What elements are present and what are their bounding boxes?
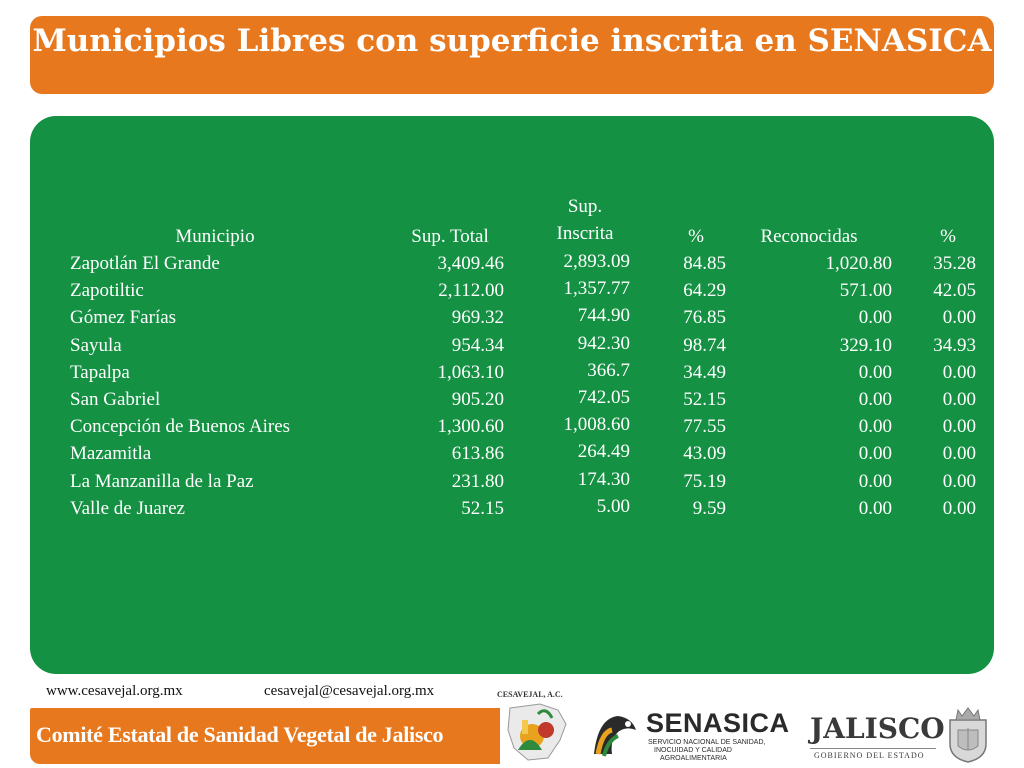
jalisco-logo: JALISCO GOBIERNO DEL ESTADO <box>806 712 945 762</box>
header-sup-total: Sup. Total <box>411 226 489 247</box>
cell-percent-1: 64.29 <box>683 280 726 302</box>
cell-sup-inscrita: 174.30 <box>577 468 630 490</box>
cell-percent-1: 84.85 <box>683 253 726 274</box>
cell-reconocidas: 0.00 <box>858 497 892 519</box>
cell-percent-1: 77.55 <box>683 416 726 438</box>
cell-percent-1: 75.19 <box>683 470 726 492</box>
cell-sup-inscrita: 264.49 <box>577 441 630 463</box>
cell-percent-1: 98.74 <box>683 334 726 356</box>
senasica-sub-line2: INOCUIDAD Y CALIDAD <box>654 747 732 754</box>
cell-sup-inscrita: 942.30 <box>577 332 630 354</box>
cell-sup-inscrita: 1,357.77 <box>563 278 631 300</box>
cell-sup-inscrita: 744.90 <box>577 305 630 327</box>
cesavejal-logo-graphic <box>507 703 567 761</box>
cell-sup-total: 52.15 <box>461 497 504 519</box>
cell-percent-2: 42.05 <box>933 280 976 302</box>
cell-reconocidas: 0.00 <box>858 389 892 410</box>
cell-percent-1: 9.59 <box>692 497 726 519</box>
cell-percent-2: 0.00 <box>942 307 976 329</box>
org-name: Comité Estatal de Sanidad Vegetal de Jal… <box>36 722 444 747</box>
cell-municipio: Zapotiltic <box>70 280 144 302</box>
cell-municipio: Concepción de Buenos Aires <box>70 416 291 438</box>
header-sup-inscrita-line2: Inscrita <box>556 223 614 244</box>
cell-reconocidas: 0.00 <box>858 470 892 492</box>
cell-sup-inscrita: 742.05 <box>577 387 630 408</box>
cell-percent-1: 34.49 <box>683 361 726 383</box>
website-link[interactable]: www.cesavejal.org.mx <box>46 683 183 699</box>
cell-percent-1: 52.15 <box>683 389 726 410</box>
cell-municipio: Sayula <box>70 334 122 356</box>
cell-municipio: Tapalpa <box>70 361 130 383</box>
cell-percent-2: 34.93 <box>933 334 976 356</box>
cell-sup-total: 613.86 <box>451 443 504 465</box>
cell-reconocidas: 0.00 <box>858 416 892 438</box>
cell-municipio: Gómez Farías <box>70 307 177 329</box>
cell-sup-inscrita: 1,008.60 <box>563 414 631 436</box>
title-banner: Municipios Libres con superficie inscrit… <box>30 16 994 94</box>
header-percent-1: % <box>688 226 704 247</box>
header-percent-2: % <box>940 226 956 247</box>
cell-sup-total: 954.34 <box>451 334 504 356</box>
senasica-sub-line3: AGROALIMENTARIA <box>660 755 727 762</box>
jalisco-sub: GOBIERNO DEL ESTADO <box>814 751 925 760</box>
cell-reconocidas: 1,020.80 <box>825 253 893 274</box>
cell-sup-inscrita: 2,893.09 <box>563 251 631 272</box>
senasica-name: SENASICA <box>646 708 790 738</box>
cell-percent-2: 0.00 <box>942 361 976 383</box>
cell-sup-total: 969.32 <box>451 307 504 329</box>
cell-percent-2: 0.00 <box>942 416 976 438</box>
cell-municipio: San Gabriel <box>70 389 161 410</box>
cell-reconocidas: 329.10 <box>839 334 892 356</box>
cell-reconocidas: 0.00 <box>858 443 892 465</box>
senasica-sub-line1: SERVICIO NACIONAL DE SANIDAD, <box>648 739 766 746</box>
email-link[interactable]: cesavejal@cesavejal.org.mx <box>264 683 435 699</box>
cell-sup-total: 231.80 <box>451 470 504 492</box>
page-title: Municipios Libres con superficie inscrit… <box>32 23 992 59</box>
header-municipio: Municipio <box>175 226 255 247</box>
cell-sup-total: 1,063.10 <box>437 361 505 383</box>
cell-percent-2: 0.00 <box>942 470 976 492</box>
header-sup-inscrita-line1: Sup. <box>567 196 603 217</box>
cell-sup-total: 905.20 <box>451 389 504 410</box>
cell-sup-inscrita: 366.7 <box>587 359 630 381</box>
header-reconocidas: Reconocidas <box>760 226 858 247</box>
cell-municipio: La Manzanilla de la Paz <box>70 470 254 492</box>
cell-sup-inscrita: 5.00 <box>596 495 630 517</box>
cell-percent-2: 0.00 <box>942 497 976 519</box>
cell-percent-2: 0.00 <box>942 443 976 465</box>
cell-sup-total: 3,409.46 <box>437 253 505 274</box>
cesavejal-mark: CESAVEJAL, A.C. <box>497 690 563 699</box>
cesavejal-logo <box>500 700 576 764</box>
cell-percent-1: 43.09 <box>683 443 726 465</box>
senasica-logo: SENASICA SERVICIO NACIONAL DE SANIDAD, I… <box>588 706 790 764</box>
cell-percent-2: 35.28 <box>933 253 976 274</box>
table-panel <box>30 116 994 674</box>
cell-municipio: Mazamitla <box>70 443 152 465</box>
jalisco-name: JALISCO <box>810 712 945 745</box>
cell-sup-total: 2,112.00 <box>438 280 504 302</box>
senasica-emblem-icon <box>594 716 636 757</box>
cell-percent-2: 0.00 <box>942 389 976 410</box>
cell-reconocidas: 571.00 <box>839 280 892 302</box>
cell-municipio: Zapotlán El Grande <box>70 253 220 274</box>
coat-of-arms-icon <box>944 706 992 764</box>
cell-sup-total: 1,300.60 <box>437 416 505 438</box>
jalisco-divider <box>810 748 936 749</box>
cell-percent-1: 76.85 <box>683 307 726 329</box>
footer-banner: Comité Estatal de Sanidad Vegetal de Jal… <box>30 708 500 764</box>
cell-municipio: Valle de Juarez <box>70 497 185 519</box>
cell-reconocidas: 0.00 <box>858 307 892 329</box>
coat-of-arms-graphic <box>949 707 987 763</box>
cell-reconocidas: 0.00 <box>858 361 892 383</box>
